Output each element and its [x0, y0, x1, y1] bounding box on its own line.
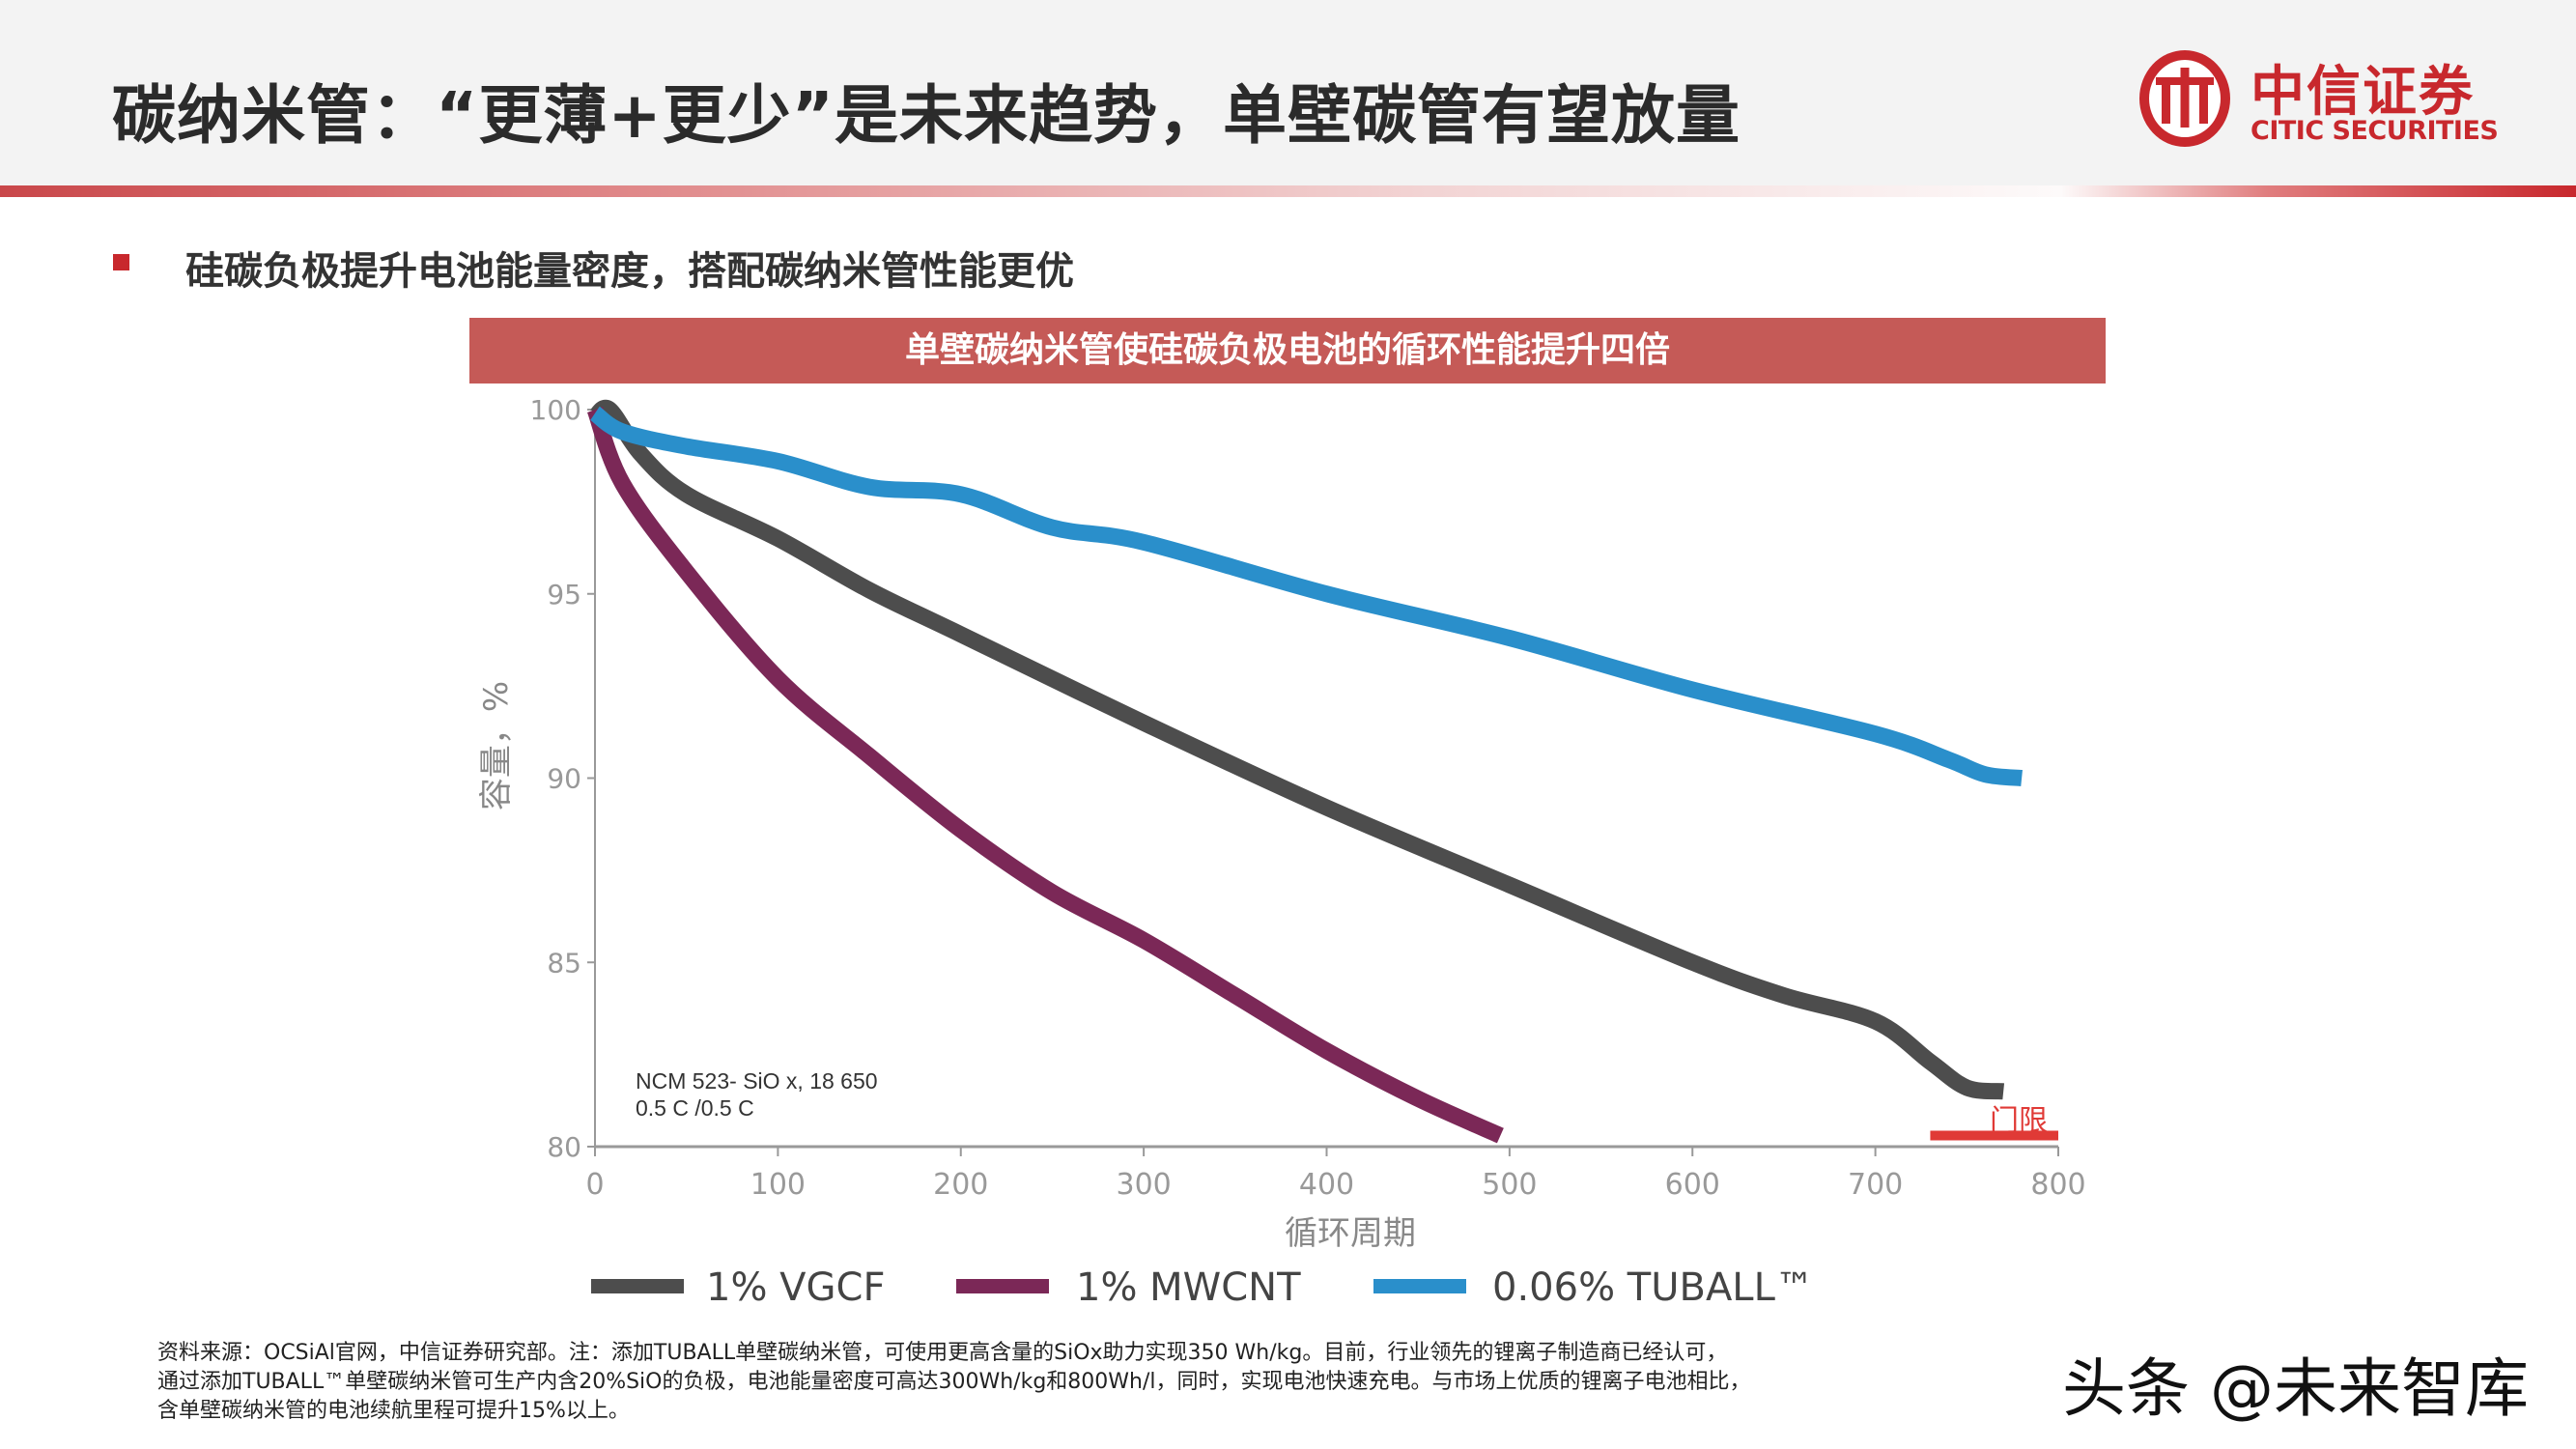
- legend-label: 0.06% TUBALL™: [1492, 1265, 1814, 1310]
- legend-swatch: [956, 1279, 1049, 1293]
- x-tick-label: 0: [585, 1168, 604, 1202]
- y-tick-label: 80: [547, 1131, 581, 1163]
- footnote-line: 资料来源：OCSiAl官网，中信证券研究部。注：添加TUBALL单壁碳纳米管，可…: [157, 1341, 1728, 1365]
- axes: 0 100 200 300 400 500 600 700 800 80 85 90 95 100: [530, 394, 2086, 1202]
- legend-label: 1% MWCNT: [1076, 1265, 1301, 1310]
- bullet-icon: [113, 254, 129, 270]
- y-tick-label: 100: [530, 394, 581, 426]
- series-line-0: [589, 399, 2005, 1100]
- series-line-2: [589, 406, 2023, 786]
- logo-text-en: CITIC SECURITIES: [2250, 116, 2499, 146]
- x-tick-label: 500: [1482, 1168, 1537, 1202]
- watermark: 头条 @未来智库: [2062, 1351, 2529, 1426]
- x-tick-label: 200: [933, 1168, 988, 1202]
- chart-annotation-line1: NCM 523- SiO x, 18 650: [636, 1068, 878, 1094]
- x-tick-label: 300: [1116, 1168, 1171, 1202]
- page-title: 碳纳米管：“更薄+更少”是未来趋势，单壁碳管有望放量: [112, 78, 1741, 153]
- y-tick-label: 90: [547, 763, 581, 795]
- source-footnote: 资料来源：OCSiAl官网，中信证券研究部。注：添加TUBALL单壁碳纳米管，可…: [157, 1339, 1751, 1426]
- citic-logo-icon: [2139, 50, 2230, 147]
- y-tick-label: 95: [547, 579, 581, 611]
- x-tick-label: 100: [750, 1168, 806, 1202]
- legend: 1% VGCF 1% MWCNT 0.06% TUBALL™: [591, 1265, 1814, 1310]
- citic-logo: 中信证券 CITIC SECURITIES: [2137, 48, 2504, 151]
- threshold-label: 门限: [1990, 1104, 2048, 1138]
- y-axis-label: 容量，%: [477, 681, 516, 810]
- x-tick-label: 600: [1665, 1168, 1720, 1202]
- x-tick-label: 400: [1299, 1168, 1354, 1202]
- legend-label: 1% VGCF: [706, 1265, 885, 1310]
- footnote-line: 通过添加TUBALL™单壁碳纳米管可生产内含20%SiO的负极，电池能量密度可高…: [157, 1370, 1751, 1394]
- legend-swatch: [1373, 1279, 1466, 1293]
- header-divider: [0, 185, 2576, 197]
- logo-text-cn: 中信证券: [2250, 61, 2475, 124]
- chart-banner: 单壁碳纳米管使硅碳负极电池的循环性能提升四倍: [469, 318, 2106, 384]
- legend-swatch: [591, 1279, 684, 1293]
- series-line-1: [586, 407, 1504, 1144]
- y-tick-label: 85: [547, 947, 581, 979]
- footnote-line: 含单壁碳纳米管的电池续航里程可提升15%以上。: [157, 1399, 630, 1423]
- series-group: [586, 399, 2023, 1144]
- x-axis-label: 循环周期: [1285, 1214, 1416, 1253]
- chart-annotation-line2: 0.5 C /0.5 C: [636, 1095, 754, 1121]
- x-tick-label: 700: [1848, 1168, 1903, 1202]
- section-subtitle: 硅碳负极提升电池能量密度，搭配碳纳米管性能更优: [185, 249, 1074, 294]
- x-tick-label: 800: [2030, 1168, 2085, 1202]
